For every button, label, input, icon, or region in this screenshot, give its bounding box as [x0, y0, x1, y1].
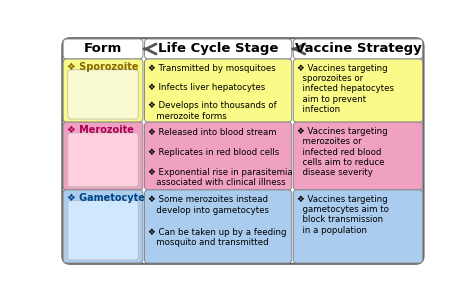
FancyBboxPatch shape [68, 133, 138, 187]
Text: ❖ Infects liver hepatocytes: ❖ Infects liver hepatocytes [148, 83, 265, 92]
Text: Vaccine Strategy: Vaccine Strategy [295, 42, 421, 56]
FancyBboxPatch shape [145, 122, 292, 190]
Text: ❖ Some merozoites instead
   develop into gametocytes: ❖ Some merozoites instead develop into g… [148, 195, 269, 215]
Text: Form: Form [84, 42, 122, 56]
Text: ❖ Vaccines targeting
  merozoites or
  infected red blood
  cells aim to reduce
: ❖ Vaccines targeting merozoites or infec… [297, 127, 388, 177]
FancyBboxPatch shape [293, 39, 423, 59]
Text: ❖ Transmitted by mosquitoes: ❖ Transmitted by mosquitoes [148, 64, 276, 73]
FancyBboxPatch shape [145, 59, 292, 122]
FancyBboxPatch shape [68, 201, 138, 260]
Text: ❖ Replicates in red blood cells: ❖ Replicates in red blood cells [148, 147, 280, 157]
FancyBboxPatch shape [68, 70, 138, 119]
Text: ❖ Develops into thousands of
   merozoite forms: ❖ Develops into thousands of merozoite f… [148, 101, 277, 121]
Text: ❖ Vaccines targeting
  gametocytes aim to
  block transmission
  in a population: ❖ Vaccines targeting gametocytes aim to … [297, 195, 389, 235]
Text: ❖ Can be taken up by a feeding
   mosquito and transmitted: ❖ Can be taken up by a feeding mosquito … [148, 228, 287, 247]
Text: ❖ Exponential rise in parasitemia
   associated with clinical illness: ❖ Exponential rise in parasitemia associ… [148, 167, 293, 187]
FancyBboxPatch shape [145, 39, 292, 59]
Text: ❖ Gametocyte: ❖ Gametocyte [67, 193, 145, 203]
FancyBboxPatch shape [293, 59, 423, 122]
FancyBboxPatch shape [63, 38, 423, 264]
Text: ❖ Released into blood stream: ❖ Released into blood stream [148, 127, 277, 137]
FancyBboxPatch shape [293, 190, 423, 263]
Text: ❖ Vaccines targeting
  sporozoites or
  infected hepatocytes
  aim to prevent
  : ❖ Vaccines targeting sporozoites or infe… [297, 64, 394, 114]
FancyBboxPatch shape [63, 59, 143, 122]
FancyBboxPatch shape [63, 122, 143, 190]
Text: Life Cycle Stage: Life Cycle Stage [158, 42, 278, 56]
Text: ❖ Sporozoite: ❖ Sporozoite [67, 62, 138, 72]
FancyBboxPatch shape [293, 122, 423, 190]
FancyBboxPatch shape [63, 39, 143, 59]
FancyBboxPatch shape [145, 190, 292, 263]
Text: ❖ Merozoite: ❖ Merozoite [67, 125, 134, 135]
FancyBboxPatch shape [63, 190, 143, 263]
